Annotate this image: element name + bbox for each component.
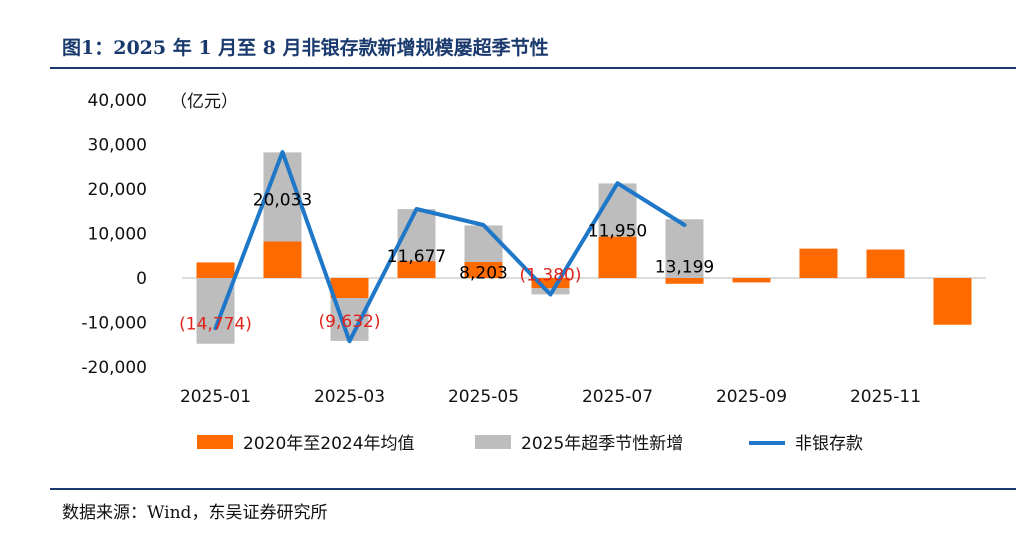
y-tick-label: -10,000	[81, 314, 147, 334]
data-label: 11,950	[588, 221, 647, 241]
bar-excess-2025	[263, 152, 302, 242]
data-label: (14,774)	[179, 315, 252, 335]
bar-excess-2025	[464, 225, 503, 262]
axes-group: -20,000 -10,000 0 10,000 20,000 30,000 40,000 （…	[81, 91, 986, 407]
y-tick-label: 10,000	[88, 225, 147, 245]
bar-avg-2020-2024	[531, 278, 570, 289]
data-label: (9,632)	[319, 312, 381, 332]
x-tick-label: 2025-05	[448, 387, 519, 407]
data-label: (1,380)	[520, 265, 582, 285]
data-label: 11,677	[387, 247, 446, 267]
chart-title: 图1：2025 年 1 月至 8 月非银存款新增规模屡超季节性	[62, 37, 549, 59]
bar-excess-2025	[196, 278, 235, 344]
bar-avg-2020-2024	[464, 261, 503, 278]
bar-avg-2020-2024	[799, 248, 838, 278]
data-label: 8,203	[459, 263, 508, 283]
x-tick-label: 2025-03	[314, 387, 385, 407]
bar-avg-2020-2024	[866, 249, 905, 278]
bar-avg-2020-2024	[732, 278, 771, 283]
y-tick-label: 30,000	[88, 136, 147, 156]
bar-avg-2020-2024	[196, 262, 235, 278]
x-tick-label: 2025-09	[716, 387, 787, 407]
x-tick-label: 2025-01	[180, 387, 251, 407]
data-label: 13,199	[655, 257, 714, 277]
legend: 2020年至2024年均值 2025年超季节性新增 非银存款	[197, 434, 863, 454]
legend-label-avg: 2020年至2024年均值	[243, 434, 415, 454]
title-rule	[50, 67, 1016, 69]
y-tick-label: -20,000	[81, 358, 147, 378]
y-tick-label: 20,000	[88, 180, 147, 200]
legend-label-excess: 2025年超季节性新增	[521, 434, 683, 454]
y-tick-label: 40,000	[88, 91, 147, 111]
data-labels-group: (14,774) 20,033 (9,632) 11,677 8,203 (1,380) 1…	[179, 190, 714, 334]
legend-label-line: 非银存款	[795, 434, 863, 454]
legend-swatch-excess	[475, 435, 511, 449]
bar-avg-2020-2024	[263, 241, 302, 278]
source-note: 数据来源：Wind，东吴证券研究所	[62, 503, 328, 523]
bars-group	[196, 152, 972, 344]
bar-avg-2020-2024	[665, 278, 704, 284]
data-label: 20,033	[253, 190, 312, 210]
bar-avg-2020-2024	[933, 278, 972, 325]
bar-avg-2020-2024	[598, 236, 637, 278]
bar-avg-2020-2024	[330, 278, 369, 299]
line-series-group	[213, 150, 687, 344]
bar-excess-2025	[665, 219, 704, 278]
bar-avg-2020-2024	[397, 261, 436, 278]
legend-swatch-avg	[197, 435, 233, 449]
x-tick-label: 2025-11	[850, 387, 921, 407]
line-nonbank-deposits	[213, 150, 687, 344]
y-unit-label: （亿元）	[170, 92, 238, 112]
y-tick-label: 0	[136, 269, 147, 289]
source-rule	[50, 488, 1016, 490]
x-tick-label: 2025-07	[582, 387, 653, 407]
